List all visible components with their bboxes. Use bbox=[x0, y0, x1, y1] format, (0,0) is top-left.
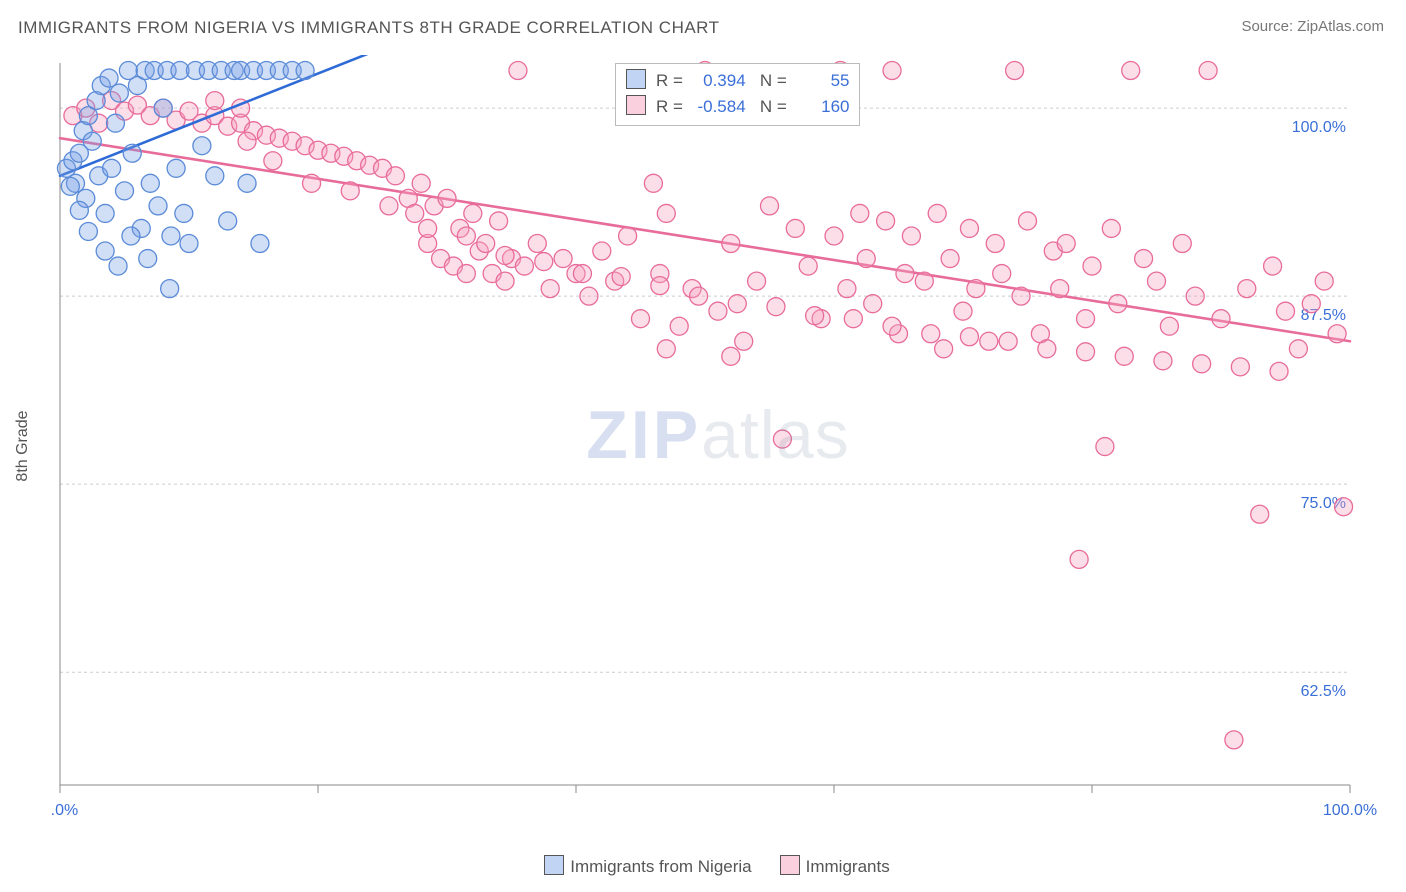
plot-area: 62.5%75.0%87.5%100.0%0.0%100.0% ZIPatlas… bbox=[50, 55, 1386, 815]
stats-row: R = 0.394 N = 55 bbox=[626, 68, 849, 94]
legend-swatch bbox=[780, 855, 800, 875]
svg-text:100.0%: 100.0% bbox=[1292, 119, 1346, 136]
svg-text:100.0%: 100.0% bbox=[1323, 802, 1377, 815]
svg-text:0.0%: 0.0% bbox=[50, 802, 78, 815]
y-axis-label: 8th Grade bbox=[14, 410, 32, 481]
legend-swatch bbox=[544, 855, 564, 875]
svg-text:62.5%: 62.5% bbox=[1301, 683, 1346, 700]
source-label: Source: ZipAtlas.com bbox=[1241, 18, 1384, 35]
chart-title: IMMIGRANTS FROM NIGERIA VS IMMIGRANTS 8T… bbox=[18, 18, 720, 38]
scatter-svg: 62.5%75.0%87.5%100.0%0.0%100.0% bbox=[50, 55, 1386, 815]
bottom-legend: Immigrants from Nigeria Immigrants bbox=[0, 855, 1406, 877]
legend-swatch bbox=[626, 95, 646, 115]
legend-swatch bbox=[626, 69, 646, 89]
legend-label: Immigrants from Nigeria bbox=[570, 857, 751, 876]
stats-legend-box: R = 0.394 N = 55R = -0.584 N = 160 bbox=[615, 63, 860, 126]
legend-label: Immigrants bbox=[806, 857, 890, 876]
stats-row: R = -0.584 N = 160 bbox=[626, 94, 849, 120]
